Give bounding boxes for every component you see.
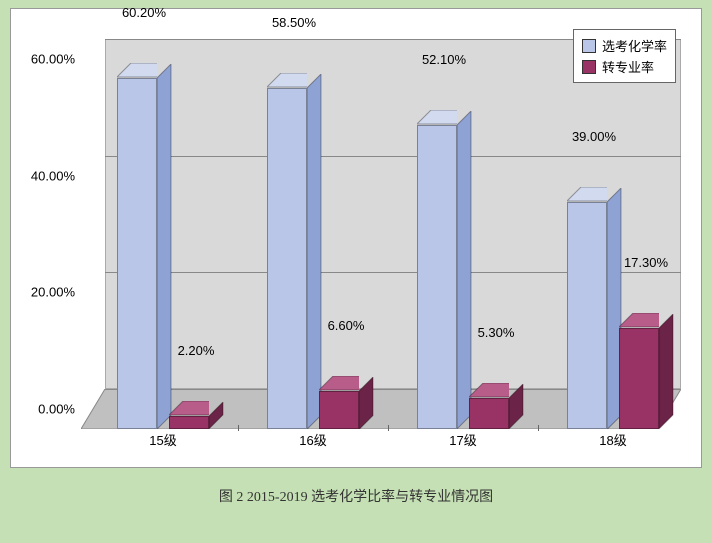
bar — [319, 377, 359, 430]
legend-item: 转专业率 — [582, 57, 667, 76]
bar-top — [469, 383, 509, 398]
data-label: 2.20% — [178, 343, 215, 358]
gridline — [105, 156, 681, 157]
bar-top — [417, 110, 457, 125]
y-tick-label: 40.00% — [19, 168, 75, 183]
legend-label-0: 选考化学率 — [602, 36, 667, 55]
bar — [469, 384, 509, 429]
data-label: 5.30% — [478, 325, 515, 340]
bar-top — [619, 313, 659, 328]
bar-side — [157, 64, 172, 429]
data-label: 52.10% — [422, 52, 466, 67]
x-tick-label: 17级 — [423, 430, 503, 449]
legend-label-1: 转专业率 — [602, 57, 654, 76]
bar-side — [209, 402, 224, 429]
bar — [417, 111, 457, 429]
bar-side — [509, 384, 524, 429]
y-tick-label: 0.00% — [19, 402, 75, 417]
data-label: 6.60% — [328, 318, 365, 333]
bar-side — [457, 111, 472, 429]
bar-top — [267, 73, 307, 88]
legend-swatch-0 — [582, 39, 596, 53]
y-tick-label: 60.00% — [19, 52, 75, 67]
bar — [619, 314, 659, 429]
data-label: 58.50% — [272, 15, 316, 30]
chart-container: 选考化学率 转专业率 0.00%20.00%40.00%60.00% 15级16… — [10, 8, 702, 468]
legend-swatch-1 — [582, 60, 596, 74]
bar — [267, 74, 307, 429]
bar — [117, 64, 157, 429]
bar-top — [319, 376, 359, 391]
bar-side — [359, 377, 374, 430]
x-tick-label: 18级 — [573, 430, 653, 449]
y-tick-label: 20.00% — [19, 285, 75, 300]
bar — [567, 188, 607, 430]
bar — [169, 402, 209, 429]
legend-item: 选考化学率 — [582, 36, 667, 55]
bar-side — [659, 314, 674, 429]
legend: 选考化学率 转专业率 — [573, 29, 676, 83]
x-tick-label: 15级 — [123, 430, 203, 449]
x-tick-sep — [238, 425, 239, 431]
data-label: 17.30% — [624, 255, 668, 270]
x-tick-sep — [538, 425, 539, 431]
bar-top — [567, 187, 607, 202]
plot-area: 0.00%20.00%40.00%60.00% 15级16级17级18级 60.… — [81, 39, 681, 429]
data-label: 39.00% — [572, 129, 616, 144]
bar-top — [117, 63, 157, 78]
x-tick-sep — [388, 425, 389, 431]
bar-top — [169, 401, 209, 416]
x-tick-label: 16级 — [273, 430, 353, 449]
data-label: 60.20% — [122, 5, 166, 20]
chart-caption: 图 2 2015-2019 选考化学比率与转专业情况图 — [0, 486, 712, 506]
